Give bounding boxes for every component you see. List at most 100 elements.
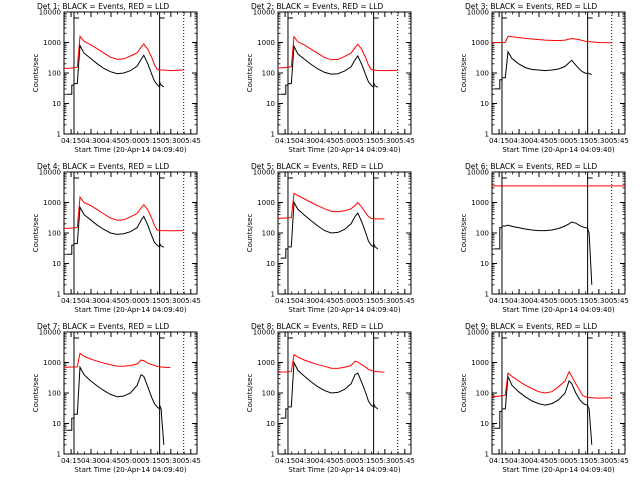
panel-5-title: Det 5: BLACK = Events, RED = LLD [251,162,383,171]
y-tick-label: 1000 [257,359,275,367]
x-tick-label: 05:30 [161,137,181,145]
y-axis-label: Counts/sec [246,214,254,253]
y-tick-label: 100 [476,230,489,238]
y-tick-label: 1 [57,451,61,459]
x-axis-label: Start Time (20-Apr-14 04:09:40) [288,466,400,474]
panel-3-frame [491,11,626,135]
x-tick-label: 04:15 [275,297,295,305]
x-tick-label: 05:30 [589,137,609,145]
panel-2-series-lld [277,35,398,72]
x-tick-label: 04:15 [489,137,509,145]
x-tick-label: 04:45 [315,457,335,465]
x-tick-label: 05:45 [181,137,201,145]
y-tick-label: 1000 [43,359,61,367]
y-tick-label: 10 [52,420,61,428]
x-tick-label: 05:00 [335,457,355,465]
x-tick-label: 04:30 [509,457,529,465]
y-tick-label: 1000 [257,39,275,47]
y-tick-label: 1 [57,291,61,299]
x-tick-label: 04:30 [295,457,315,465]
panel-1-series-lld [63,35,184,72]
x-tick-label: 05:00 [335,137,355,145]
panel-9-series-events [494,376,593,445]
x-tick-label: 05:00 [121,457,141,465]
x-tick-label: 05:00 [335,297,355,305]
y-axis-label: Counts/sec [460,214,468,253]
x-tick-label: 04:45 [529,297,549,305]
x-axis-label: Start Time (20-Apr-14 04:09:40) [288,146,400,154]
y-tick-label: 1 [485,291,489,299]
x-tick-label: 05:15 [355,297,375,305]
y-tick-label: 10000 [467,169,489,177]
panel-5-series-lld [277,192,385,220]
panel-8-series-lld [277,353,385,373]
y-axis-label: Counts/sec [246,374,254,413]
x-tick-label: 05:30 [161,457,181,465]
x-axis-label: Start Time (20-Apr-14 04:09:40) [74,306,186,314]
x-tick-label: 05:15 [141,457,161,465]
x-tick-label: 04:45 [529,137,549,145]
x-tick-label: 05:15 [141,297,161,305]
y-tick-label: 1 [271,131,275,139]
x-axis-label: Start Time (20-Apr-14 04:09:40) [502,306,614,314]
y-axis-label: Counts/sec [32,214,40,253]
panel-7-title: Det 7: BLACK = Events, RED = LLD [37,322,169,331]
x-tick-label: 05:00 [549,297,569,305]
x-tick-label: 04:45 [101,137,121,145]
x-tick-label: 05:15 [355,137,375,145]
y-tick-label: 10000 [467,329,489,337]
x-tick-label: 04:30 [295,137,315,145]
panel-2-title: Det 2: BLACK = Events, RED = LLD [251,2,383,11]
panel-6-series-events [494,221,593,285]
x-tick-label: 05:45 [181,297,201,305]
y-tick-label: 10000 [39,329,61,337]
x-tick-label: 04:15 [61,297,81,305]
x-tick-label: 04:15 [61,137,81,145]
x-tick-label: 04:45 [315,137,335,145]
panel-8-title: Det 8: BLACK = Events, RED = LLD [251,322,383,331]
x-axis-label: Start Time (20-Apr-14 04:09:40) [74,146,186,154]
panel-9-title: Det 9: BLACK = Events, RED = LLD [465,322,597,331]
x-tick-label: 04:15 [275,457,295,465]
panel-6-title: Det 6: BLACK = Events, RED = LLD [465,162,597,171]
y-tick-label: 1 [485,131,489,139]
x-tick-label: 05:15 [569,137,589,145]
panel-7-series-events [66,365,165,445]
x-tick-label: 04:45 [101,457,121,465]
panel-9-frame [491,331,626,455]
panel-2-series-events [280,44,379,95]
x-tick-label: 04:45 [529,457,549,465]
panel-5-series-events [280,200,379,259]
x-tick-label: 05:45 [181,457,201,465]
x-tick-label: 05:00 [121,137,141,145]
x-tick-label: 04:30 [81,297,101,305]
y-axis-label: Counts/sec [460,374,468,413]
y-tick-label: 100 [262,70,275,78]
y-tick-label: 1 [485,451,489,459]
x-tick-label: 05:45 [609,297,629,305]
y-tick-label: 10 [52,100,61,108]
x-tick-label: 04:30 [509,297,529,305]
x-axis-label: Start Time (20-Apr-14 04:09:40) [288,306,400,314]
y-tick-label: 10000 [253,9,275,17]
y-axis-label: Counts/sec [246,54,254,93]
y-axis-label: Counts/sec [32,374,40,413]
y-tick-label: 10000 [39,169,61,177]
y-tick-label: 10 [480,420,489,428]
panel-3-title: Det 3: BLACK = Events, RED = LLD [465,2,597,11]
y-tick-label: 1000 [471,39,489,47]
x-tick-label: 05:45 [395,457,415,465]
x-axis-label: Start Time (20-Apr-14 04:09:40) [74,466,186,474]
y-tick-label: 100 [48,230,61,238]
x-tick-label: 05:00 [549,137,569,145]
y-tick-label: 1000 [43,199,61,207]
y-tick-label: 10 [480,260,489,268]
x-tick-label: 05:30 [375,297,395,305]
y-tick-label: 100 [262,230,275,238]
x-tick-label: 04:15 [61,457,81,465]
y-tick-label: 100 [48,390,61,398]
panel-5-frame [277,171,412,295]
x-tick-label: 04:45 [315,297,335,305]
x-tick-label: 05:30 [589,457,609,465]
